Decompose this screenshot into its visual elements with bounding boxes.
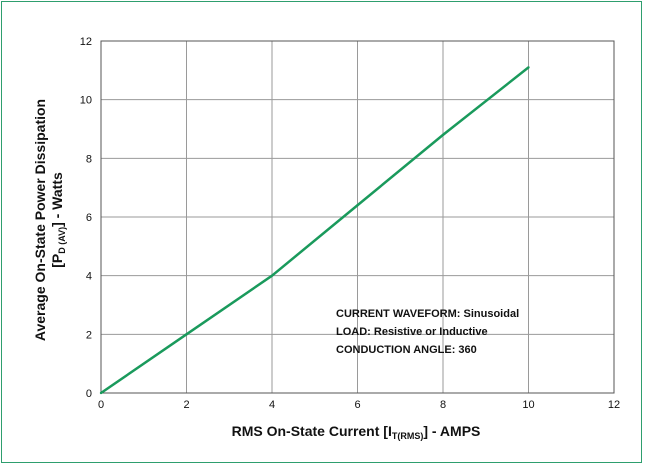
x-axis-label: RMS On-State Current [IT(RMS)] - AMPS [232,423,481,441]
x-axis-label-subscript: T(RMS) [392,431,424,441]
data-point [99,391,103,395]
x-tick-label: 6 [354,399,360,411]
annotation-waveform: CURRENT WAVEFORM: Sinusoidal [336,308,519,320]
data-point [185,333,188,336]
x-tick-label: 2 [183,399,189,411]
x-axis-label-tail: ] - AMPS [423,423,480,439]
annotation-load: LOAD: Resistive or Inductive [336,326,488,338]
y-tick-label: 10 [80,95,92,107]
x-tick-label: 10 [522,399,534,411]
x-tick-label: 0 [98,399,104,411]
plot-border [100,40,615,394]
y-axis-label-line2-pre: [P [49,254,65,268]
grid-lines [100,40,615,394]
y-axis-label: Average On-State Power Dissipation [PD (… [32,99,67,341]
annotation-conduction-angle: CONDUCTION ANGLE: 360 [336,344,477,356]
x-axis-label-main: RMS On-State Current [I [232,423,392,439]
data-point [356,204,359,207]
y-tick-label: 0 [86,388,92,400]
y-tick-label: 12 [80,36,92,48]
y-tick-labels: 0 2 4 6 8 10 12 [80,36,92,400]
y-tick-label: 4 [86,271,92,283]
y-tick-label: 2 [86,329,92,341]
x-tick-label: 12 [608,399,620,411]
y-axis-label-subscript: D (AV) [57,227,67,254]
y-axis-label-line1: Average On-State Power Dissipation [32,99,48,341]
x-tick-label: 4 [269,399,275,411]
series-line [100,66,530,395]
data-point [270,274,274,277]
y-axis-label-line2-post: ] - Watts [49,172,65,227]
series-group [99,66,530,395]
y-axis-label-line2: [PD (AV)] - Watts [49,172,67,268]
x-tick-label: 8 [440,399,446,411]
y-tick-label: 8 [86,153,92,165]
x-tick-labels: 0 2 4 6 8 10 12 [98,399,620,411]
y-tick-label: 6 [86,212,92,224]
data-point [527,66,530,69]
data-point [441,133,445,137]
